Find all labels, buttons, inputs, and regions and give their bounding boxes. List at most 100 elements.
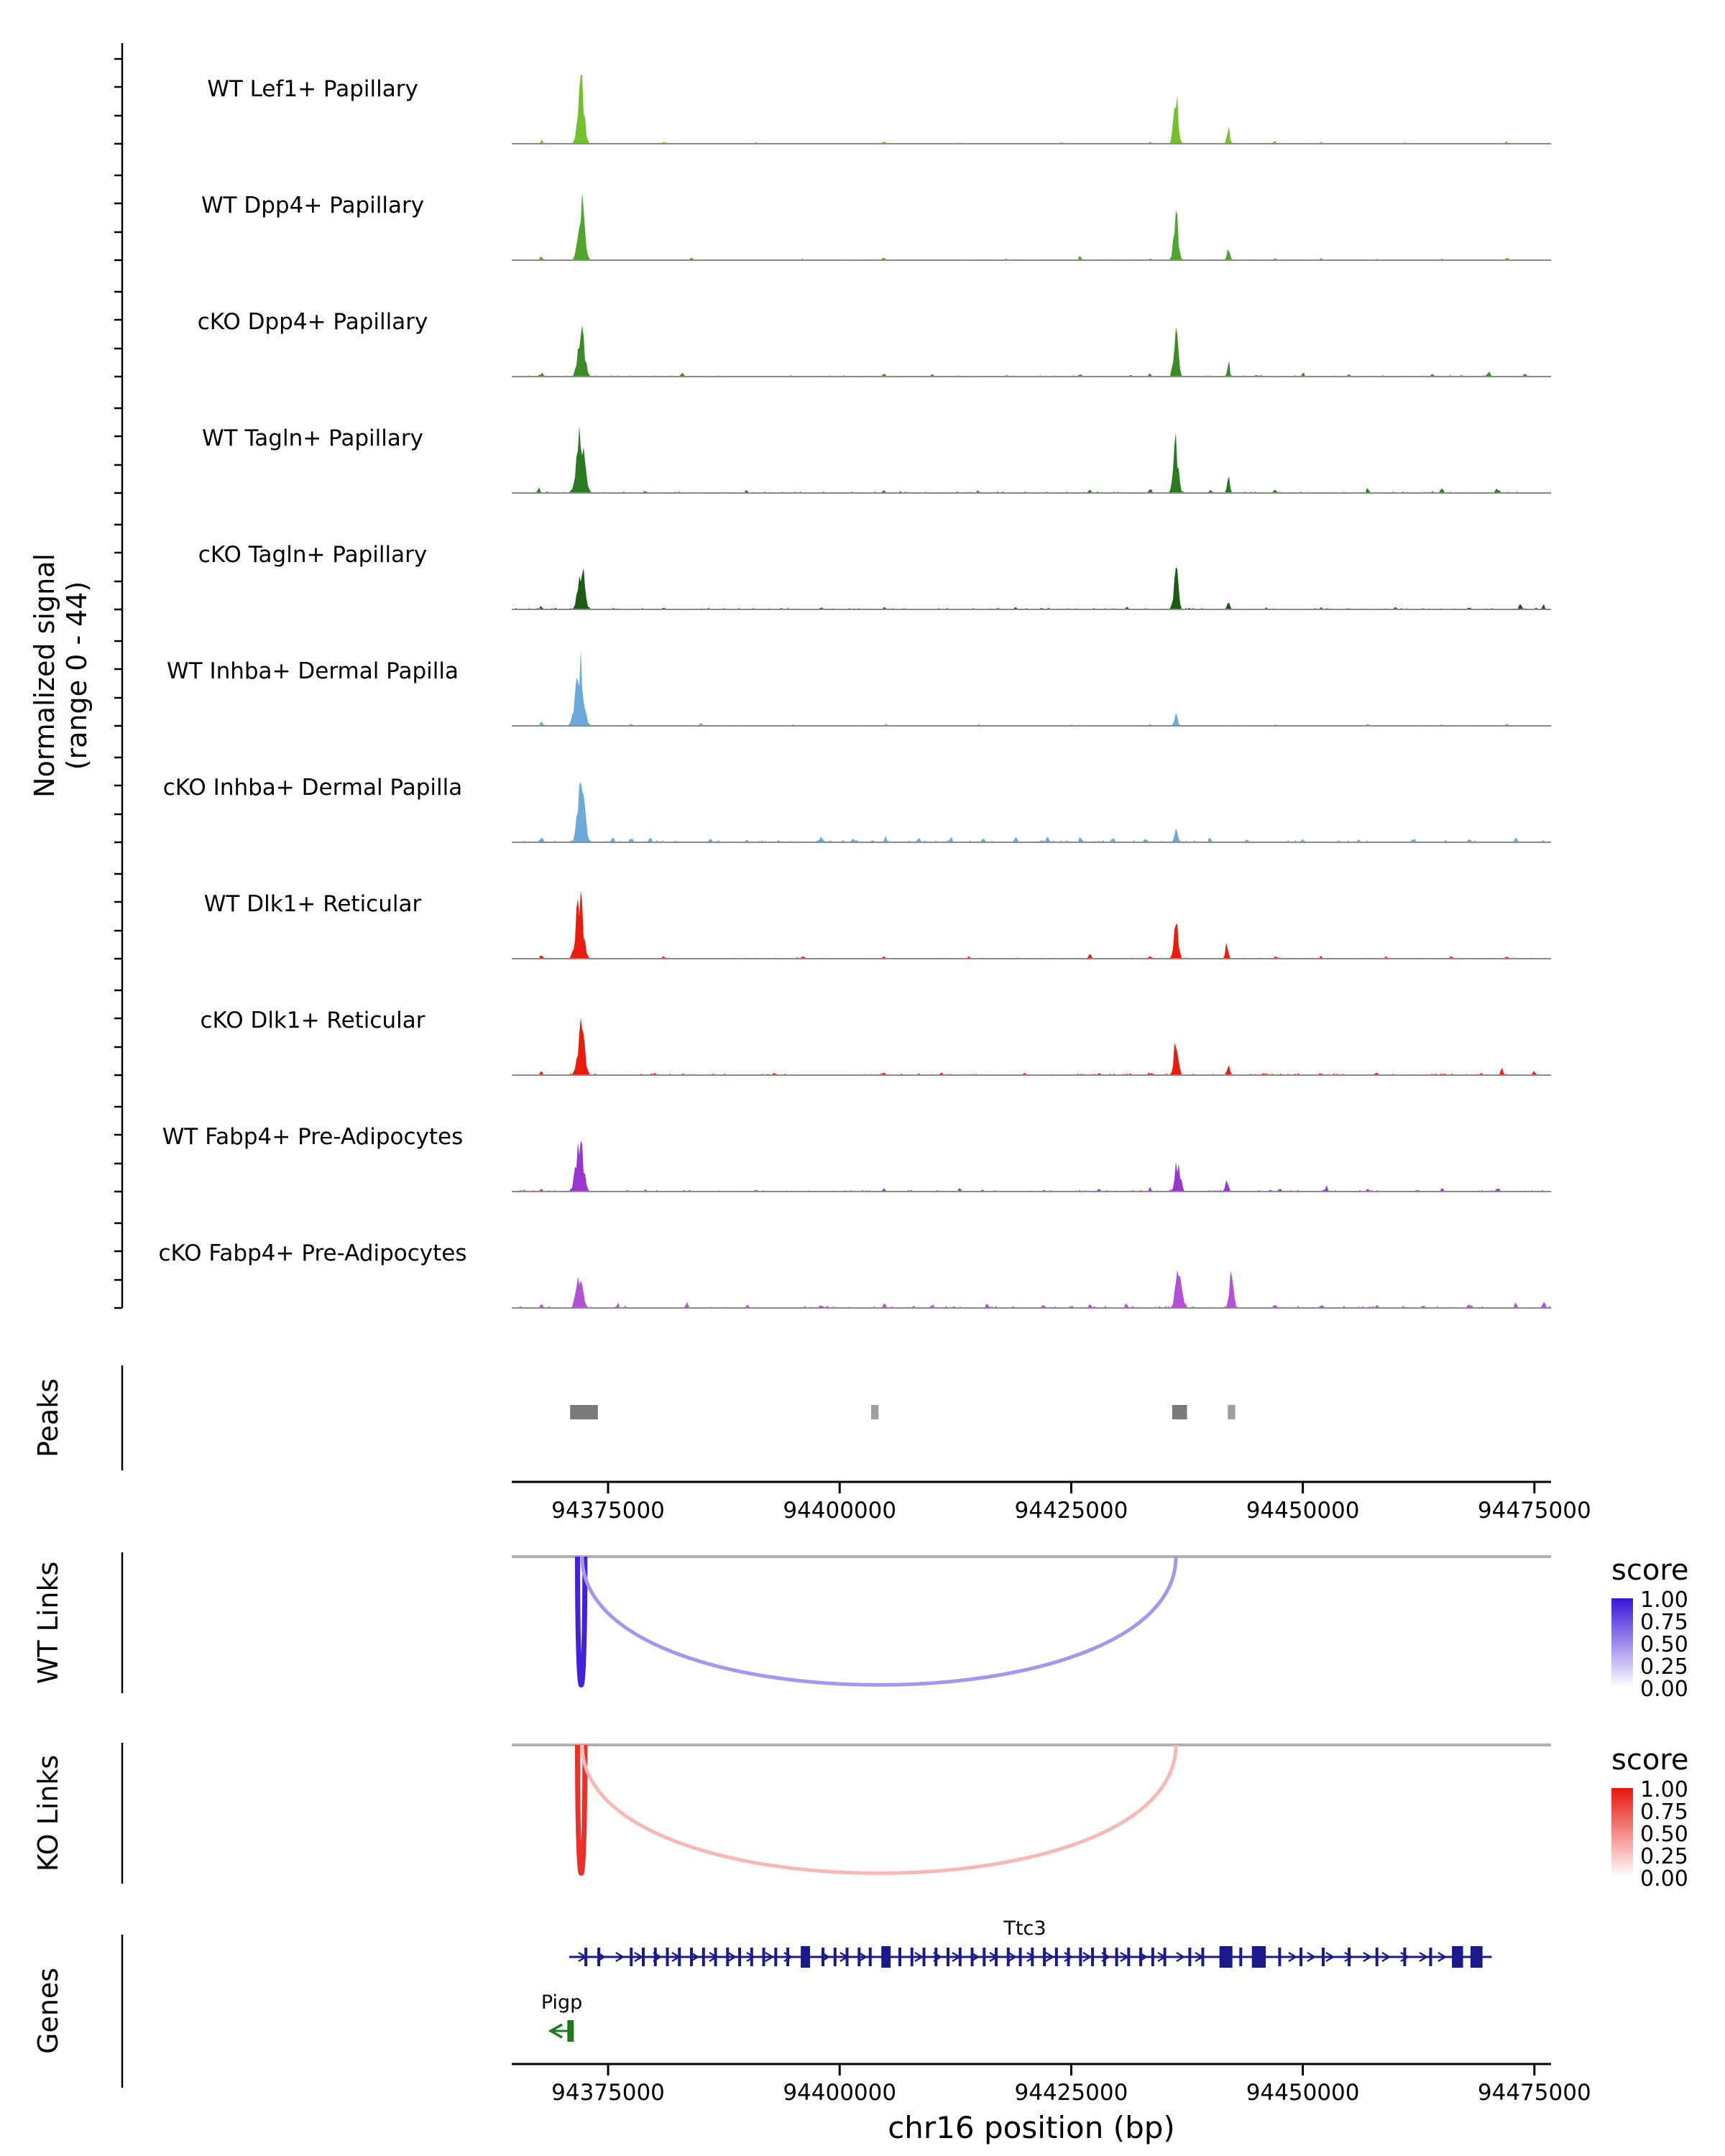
strand-arrow-right — [634, 1951, 644, 1963]
exon-tick — [1348, 1948, 1351, 1966]
coverage-track-9: WT Fabp4+ Pre-Adipocytes — [162, 1124, 1551, 1192]
coverage-track-2: cKO Dpp4+ Papillary — [198, 309, 1551, 377]
strand-arrow-left — [548, 2023, 563, 2039]
legend-gradient-bar — [1611, 1788, 1633, 1877]
track-label: cKO Dlk1+ Reticular — [201, 1008, 426, 1033]
axis-tick-label: 94425000 — [1015, 1498, 1128, 1524]
exon-box — [1452, 1946, 1463, 1968]
exon-box — [1251, 1946, 1266, 1968]
coverage-signal — [512, 567, 1551, 609]
track-label: WT Inhba+ Dermal Papilla — [167, 658, 459, 684]
axis-tick-label: 94450000 — [1246, 2080, 1360, 2106]
exon-tick — [738, 1948, 742, 1966]
track-label: cKO Tagln+ Papillary — [198, 542, 427, 568]
exon-tick — [750, 1948, 753, 1966]
strand-arrow-right — [1381, 1951, 1392, 1963]
gene-Ttc3: Ttc3 — [569, 1917, 1492, 1968]
strand-arrow-right — [1176, 1951, 1186, 1963]
legend-tick-label: 0.25 — [1640, 1844, 1688, 1869]
legend-tick-label: 0.25 — [1640, 1654, 1688, 1680]
exon-tick — [642, 1948, 645, 1966]
exon-tick — [653, 1948, 657, 1966]
exon-tick — [714, 1948, 717, 1966]
strand-arrow-right — [690, 1951, 700, 1963]
peak-interval — [871, 1405, 879, 1419]
track-label: WT Tagln+ Papillary — [202, 425, 423, 451]
strand-arrow-right — [914, 1951, 924, 1963]
coverage-signal — [512, 325, 1551, 377]
exon-box — [1219, 1946, 1233, 1968]
exon-box — [567, 2020, 574, 2042]
coverage-signal — [512, 782, 1551, 842]
exon-tick — [947, 1948, 950, 1966]
exon-tick — [1043, 1948, 1046, 1966]
y-axis-label-line2: (range 0 - 44) — [61, 581, 93, 770]
exon-tick — [898, 1948, 901, 1966]
exon-tick — [786, 1948, 790, 1966]
exon-tick — [845, 1948, 849, 1966]
section-label-genes: Genes — [32, 1968, 64, 2054]
coverage-track-10: cKO Fabp4+ Pre-Adipocytes — [159, 1240, 1551, 1309]
exon-tick — [1163, 1948, 1167, 1966]
exon-tick — [690, 1948, 694, 1966]
exon-tick — [1115, 1948, 1118, 1966]
exon-tick — [666, 1948, 669, 1966]
exon-tick — [774, 1948, 778, 1966]
exon-tick — [1139, 1948, 1143, 1966]
exon-tick — [1031, 1948, 1034, 1966]
exon-tick — [1127, 1948, 1131, 1966]
exon-tick — [833, 1948, 837, 1966]
coverage-track-3: WT Tagln+ Papillary — [202, 425, 1551, 494]
gene-label: Ttc3 — [1003, 1917, 1046, 1940]
axis-tick-label: 94375000 — [551, 2080, 665, 2106]
section-label-peaks: Peaks — [32, 1378, 64, 1457]
track-label: cKO Inhba+ Dermal Papilla — [163, 775, 463, 801]
legend-tick-label: 1.00 — [1640, 1777, 1688, 1802]
axis-tick-label: 94425000 — [1015, 2080, 1128, 2106]
peak-interval — [1228, 1405, 1236, 1419]
coverage-signal — [512, 1141, 1551, 1192]
track-label: WT Lef1+ Papillary — [207, 76, 418, 102]
strand-arrow-right — [858, 1951, 868, 1963]
legend-tick-label: 1.00 — [1640, 1588, 1688, 1613]
exon-tick — [1239, 1948, 1243, 1966]
exon-box — [1470, 1946, 1483, 1968]
exon-tick — [1403, 1948, 1407, 1966]
exon-tick — [1151, 1948, 1154, 1966]
coverage-track-5: WT Inhba+ Dermal Papilla — [167, 649, 1551, 727]
exon-box — [801, 1946, 810, 1968]
exon-tick — [597, 1948, 601, 1966]
peak-interval — [570, 1405, 598, 1419]
exon-tick — [1103, 1948, 1106, 1966]
strand-arrow-right — [1344, 1951, 1354, 1963]
y-axis-label-line1: Normalized signal — [29, 553, 60, 798]
exon-tick — [1018, 1948, 1022, 1966]
exon-tick — [934, 1948, 938, 1966]
exon-tick — [922, 1948, 926, 1966]
legend-tick-label: 0.75 — [1640, 1610, 1688, 1635]
exon-tick — [995, 1948, 998, 1966]
section-label-ko-links: KO Links — [32, 1755, 64, 1871]
wt-links-panel — [512, 1555, 1551, 1687]
exon-tick — [970, 1948, 974, 1966]
exon-tick — [1188, 1948, 1192, 1966]
exon-tick — [857, 1948, 861, 1966]
strand-arrow-right — [1082, 1951, 1092, 1963]
strand-arrow-right — [1307, 1951, 1317, 1963]
track-label: cKO Dpp4+ Papillary — [198, 309, 428, 335]
strand-arrow-right — [1400, 1951, 1410, 1963]
strand-arrow-right — [1045, 1951, 1055, 1963]
legend-tick-label: 0.00 — [1640, 1677, 1688, 1702]
peak-interval — [1172, 1405, 1187, 1419]
coverage-signal — [512, 649, 1551, 726]
coverage-signal — [512, 1270, 1551, 1308]
exon-tick — [1321, 1948, 1325, 1966]
exon-tick — [1006, 1948, 1010, 1966]
genes-panel: Ttc3 Pigp — [541, 1917, 1492, 2042]
strand-arrow-right — [615, 1951, 625, 1963]
coverage-signal — [512, 191, 1551, 260]
coverage-signal — [512, 425, 1551, 493]
x-axis-title: chr16 position (bp) — [888, 2110, 1175, 2145]
